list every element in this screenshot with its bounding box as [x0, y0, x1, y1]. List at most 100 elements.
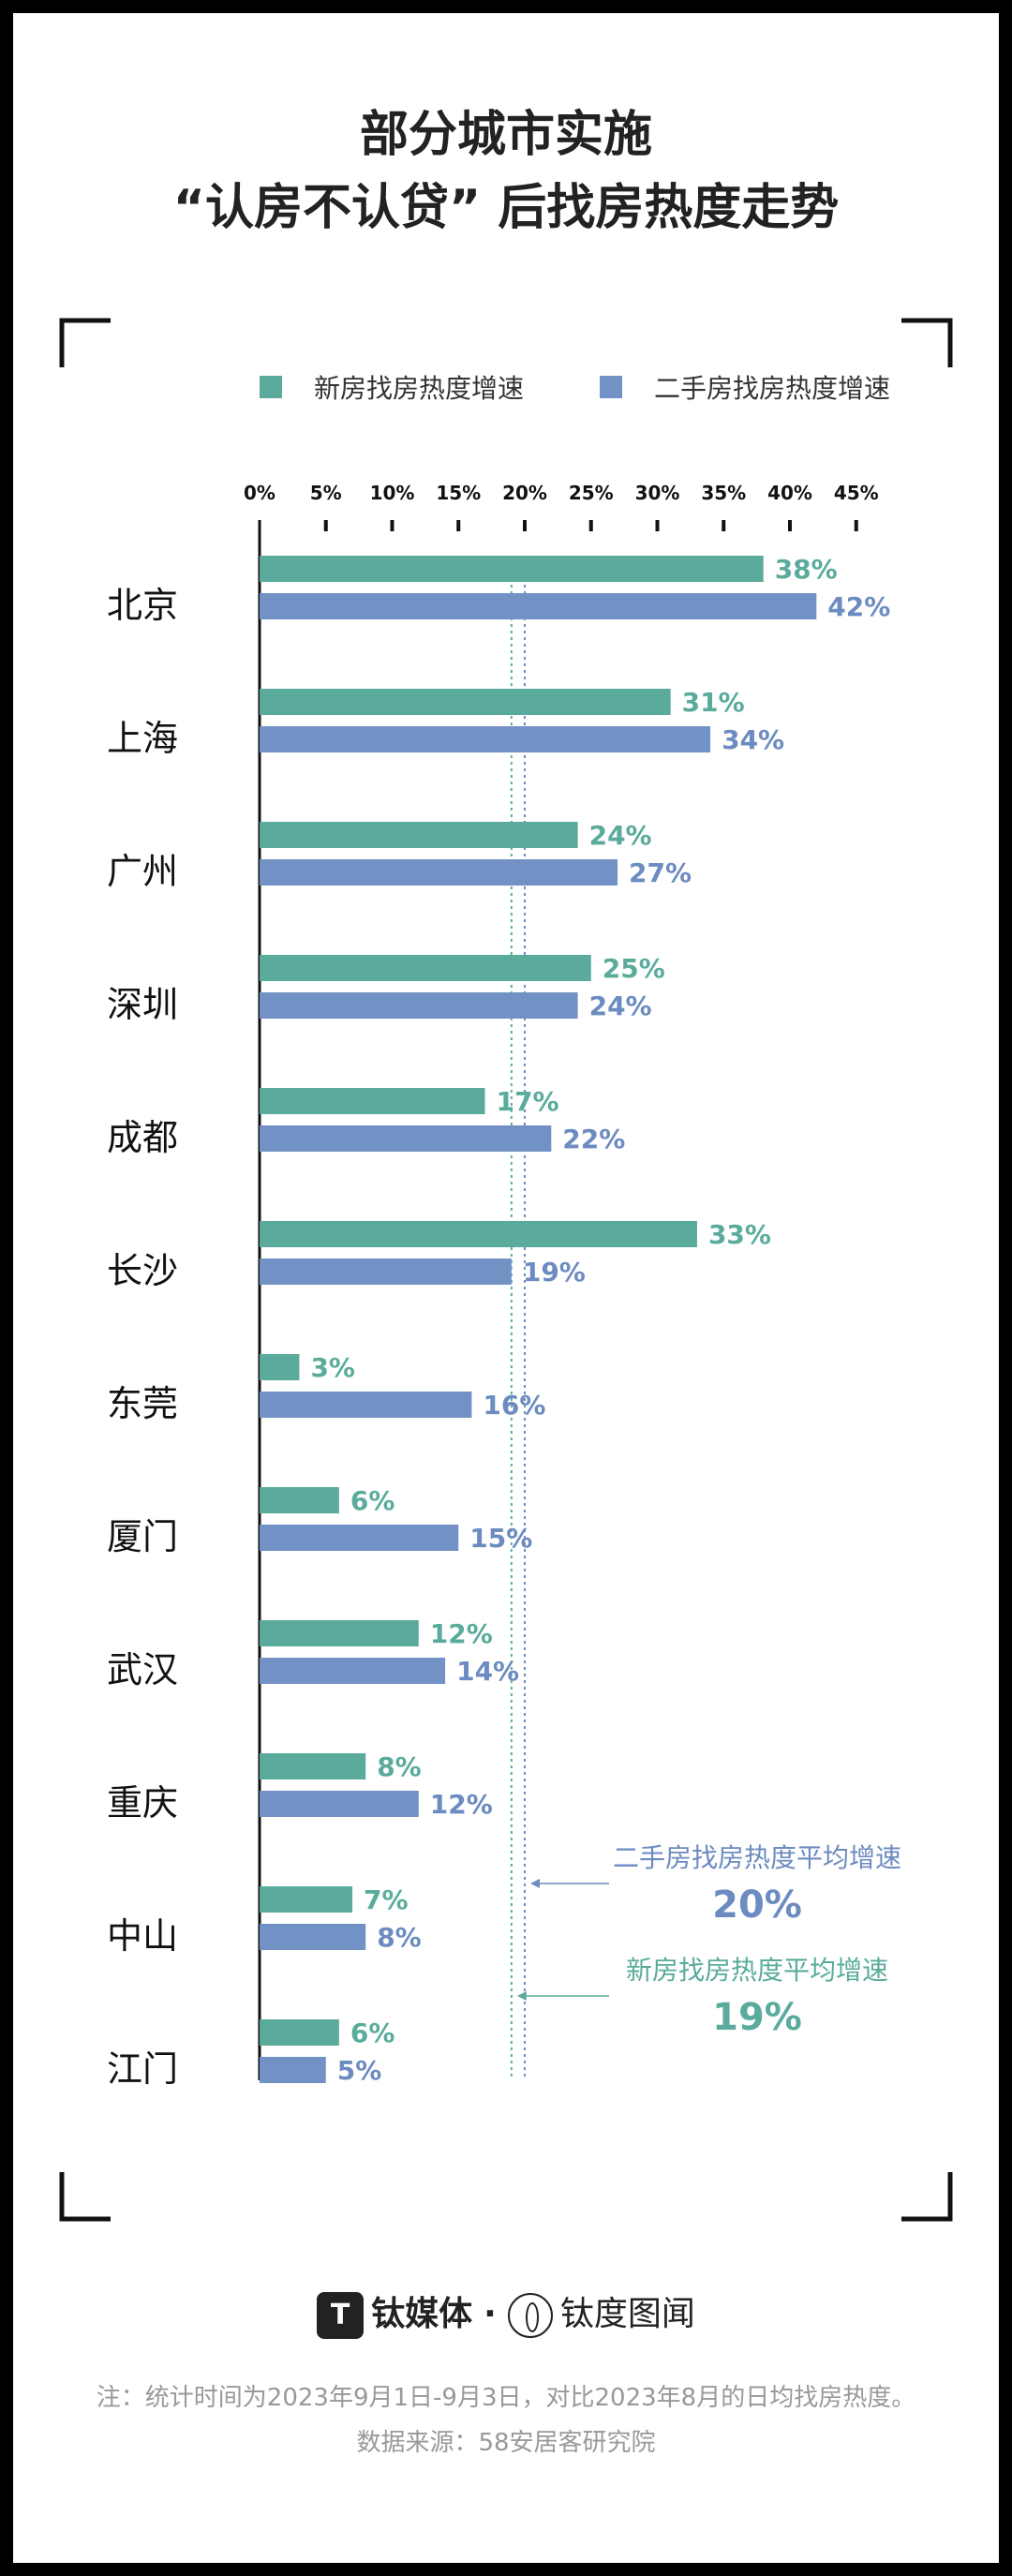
- x-tick-mark: [523, 520, 527, 531]
- average-value: 20%: [712, 1884, 802, 1927]
- chart-title-line-1: 部分城市实施: [359, 107, 652, 163]
- footnote-note: 注：统计时间为2023年9月1日-9月3日，对比2023年8月的日均找房热度。: [96, 2384, 916, 2412]
- bar: [260, 992, 578, 1019]
- chart-title-line-2: “认房不认贷” 后找房热度走势: [172, 180, 840, 236]
- x-tick-label: 35%: [701, 482, 746, 504]
- data-label: 8%: [377, 1922, 422, 1953]
- bar: [260, 1125, 552, 1152]
- x-tick-mark: [456, 520, 461, 531]
- data-label: 27%: [629, 857, 692, 888]
- bar: [260, 955, 591, 981]
- brand-name-1: 钛媒体: [371, 2295, 473, 2333]
- data-label: 6%: [350, 2018, 395, 2048]
- corner-top-right: [901, 318, 953, 367]
- average-lines: [510, 572, 526, 2080]
- data-label: 19%: [523, 1257, 586, 1288]
- bar: [260, 2019, 339, 2046]
- bar: [260, 1620, 419, 1646]
- data-label: 6%: [350, 1485, 395, 1516]
- x-tick-label: 45%: [834, 482, 879, 504]
- bar: [260, 1886, 353, 1913]
- data-label: 17%: [497, 1086, 559, 1117]
- data-label: 15%: [469, 1523, 532, 1554]
- data-label: 24%: [589, 990, 652, 1021]
- category-label: 成都: [107, 1117, 178, 1158]
- data-label: 5%: [337, 2055, 382, 2086]
- bar: [260, 1354, 300, 1380]
- chart-title: 部分城市实施 “认房不认贷” 后找房热度走势: [0, 98, 1012, 245]
- data-label: 31%: [682, 687, 745, 718]
- footnote: 注：统计时间为2023年9月1日-9月3日，对比2023年8月的日均找房热度。 …: [0, 2375, 1012, 2465]
- category-label: 武汉: [107, 1649, 178, 1690]
- data-label: 16%: [483, 1390, 545, 1421]
- x-tick-label: 5%: [310, 482, 342, 504]
- bar: [260, 1392, 472, 1418]
- data-label: 34%: [722, 724, 784, 755]
- bar: [260, 1088, 485, 1114]
- x-tick-mark: [390, 520, 394, 531]
- data-label: 3%: [310, 1352, 355, 1383]
- corner-bottom-left: [59, 2172, 111, 2222]
- x-tick-mark: [655, 520, 660, 531]
- taidu-logo-icon: [507, 2293, 553, 2338]
- x-tick-mark: [854, 520, 858, 531]
- bar: [260, 1658, 446, 1684]
- x-tick-label: 40%: [767, 482, 812, 504]
- category-label: 江门: [107, 2048, 178, 2090]
- bar: [260, 859, 618, 886]
- data-label: 24%: [589, 820, 652, 851]
- x-tick-mark: [588, 520, 593, 531]
- bar: [260, 1525, 459, 1551]
- x-tick-label: 10%: [370, 482, 415, 504]
- x-tick-label: 20%: [502, 482, 547, 504]
- x-tick-mark: [323, 520, 328, 531]
- bar: [260, 556, 764, 582]
- bar: [260, 593, 817, 619]
- average-label: 新房找房热度平均增速: [626, 1955, 888, 1986]
- footnote-source: 数据来源：58安居客研究院: [356, 2429, 656, 2457]
- bar: [260, 726, 711, 752]
- corner-bottom-right: [901, 2172, 953, 2222]
- data-label: 38%: [775, 554, 838, 585]
- brand-name-2: 钛度图闻: [559, 2295, 695, 2333]
- corner-brackets: [59, 318, 953, 2222]
- data-label: 33%: [708, 1219, 771, 1250]
- bar: [260, 1791, 419, 1817]
- bar: [260, 689, 671, 715]
- category-label: 广州: [107, 851, 178, 892]
- corner-top-left: [59, 318, 111, 367]
- average-value: 19%: [712, 1996, 802, 2039]
- frame: [13, 13, 999, 2563]
- data-label: 12%: [430, 1618, 493, 1649]
- data-label: 25%: [603, 953, 665, 984]
- x-tick-label: 0%: [244, 482, 275, 504]
- category-label: 厦门: [107, 1516, 178, 1557]
- annotation-arrow-icon: [530, 1879, 540, 1888]
- category-label: 长沙: [107, 1250, 178, 1291]
- category-label: 北京: [107, 585, 178, 626]
- bars: 北京 38% 42% 上海 31% 34% 广州 24% 27% 深圳 25% 24% 成都 17%22%…: [107, 554, 890, 2090]
- x-tick-label: 25%: [569, 482, 614, 504]
- data-label: 22%: [562, 1124, 625, 1154]
- data-label: 7%: [364, 1884, 409, 1915]
- data-label: 8%: [377, 1751, 422, 1782]
- category-label: 深圳: [107, 984, 178, 1025]
- bar: [260, 1924, 366, 1950]
- category-label: 上海: [107, 718, 178, 759]
- taimeiti-logo-icon: T: [317, 2292, 365, 2339]
- bar: [260, 1753, 366, 1779]
- x-tick-mark: [788, 520, 792, 531]
- bar: [260, 2057, 326, 2083]
- x-tick-label: 30%: [635, 482, 680, 504]
- brand-separator: ·: [484, 2295, 497, 2333]
- average-annotations: 二手房找房热度平均增速 20% 新房找房热度平均增速 19%: [516, 1842, 901, 2039]
- x-axis: 0% 5% 10% 15% 20% 25% 30% 35% 40% 45%: [244, 482, 879, 2080]
- legend-swatch-new: [260, 376, 282, 398]
- bar: [260, 822, 578, 848]
- legend-label-new: 新房找房热度增速: [314, 373, 524, 404]
- data-label: 12%: [430, 1789, 493, 1820]
- legend-swatch-second: [600, 376, 622, 398]
- legend-label-second: 二手房找房热度增速: [654, 373, 890, 404]
- category-label: 东莞: [107, 1383, 178, 1424]
